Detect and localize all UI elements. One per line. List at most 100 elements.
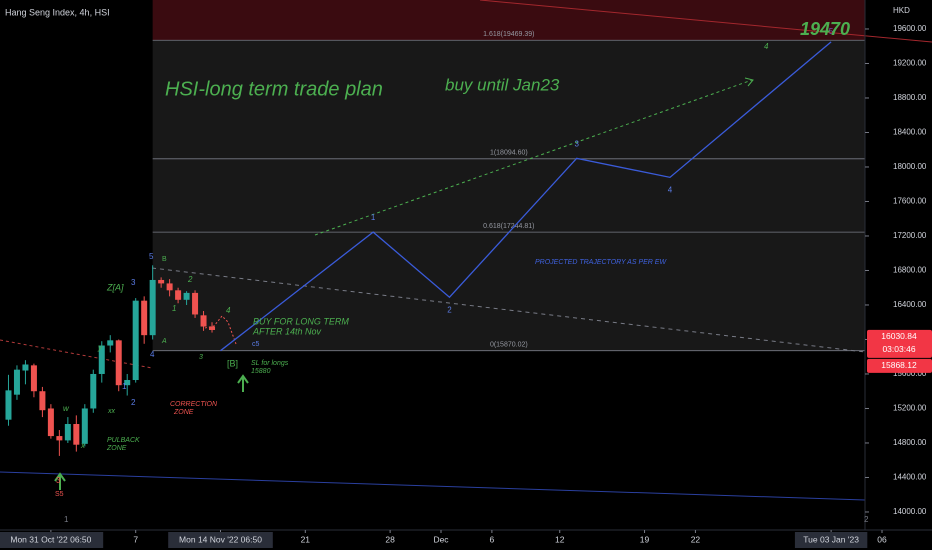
candle-body [183, 292, 190, 300]
x-tick-highlight [0, 532, 104, 548]
candle-body [124, 380, 131, 386]
annotation: buy until Jan23 [445, 75, 560, 94]
candle-body [209, 326, 216, 330]
currency-label: HKD [893, 6, 910, 15]
annotation: 1 [172, 304, 176, 313]
annotation: 4 [150, 350, 155, 359]
candle-body [149, 279, 156, 336]
annotation: 19470 [800, 19, 850, 39]
x-tick-label: 19 [640, 534, 650, 544]
y-tick-label: 18400.00 [893, 128, 927, 137]
x-tick-label: 21 [301, 534, 311, 544]
fib-zone-upper [152, 0, 866, 41]
candle-body [141, 300, 148, 336]
y-tick-label: 19200.00 [893, 59, 927, 68]
annotation: c5 [252, 341, 260, 348]
arrow-up [54, 472, 66, 490]
y-tick-label: 18000.00 [893, 162, 927, 171]
y-tick-label: 14000.00 [893, 507, 927, 516]
price-tag [867, 329, 932, 358]
forecast-arrow [744, 77, 754, 87]
candle-body [192, 292, 199, 315]
x-tick-label: 12 [555, 534, 565, 544]
wave-label: 1 [371, 213, 376, 222]
y-tick-label: 18800.00 [893, 93, 927, 102]
annotation: [B] [227, 358, 238, 368]
y-tick-label: 16800.00 [893, 266, 927, 275]
x-tick-label: Tue 03 Jan '23 [803, 534, 859, 544]
annotation: Z[A] [106, 282, 124, 292]
candle-body [56, 436, 63, 441]
x-tick-label: 7 [133, 534, 138, 544]
candle-body [166, 283, 173, 291]
y-tick-label: 17600.00 [893, 197, 927, 206]
x-tick-label: 06 [877, 534, 887, 544]
price-tag-label: 15868.12 [881, 360, 917, 370]
candle-body [30, 365, 37, 392]
annotation: ZONE [173, 409, 194, 416]
price-tag-label: 16030.84 [881, 331, 917, 341]
annotation: CORRECTION [170, 401, 218, 408]
fib-level-label: 1(18094.60) [490, 150, 528, 157]
annotation: B [162, 256, 167, 263]
annotation: 2 [187, 275, 193, 284]
y-tick-label: 17200.00 [893, 231, 927, 240]
projection-line [220, 41, 832, 352]
candle-body [107, 340, 114, 346]
candle-body [73, 424, 80, 445]
forecast-line [314, 79, 753, 236]
annotation: SL for longs [251, 360, 289, 367]
x-tick-highlight [168, 532, 273, 548]
candle-body [200, 315, 207, 327]
annotation: 5 [149, 252, 154, 261]
projection-name: PROJECTED TRAJECTORY AS PER EW [535, 259, 667, 266]
candle-body [47, 408, 54, 437]
wave-label: 4 [668, 185, 673, 194]
x-tick-label: 28 [385, 534, 395, 544]
annotation: 4 [764, 42, 769, 51]
annotation: 3 [199, 354, 203, 361]
annotation: xx [107, 408, 116, 415]
annotation: BUY FOR LONG TERM [253, 316, 349, 326]
candle-body [115, 340, 122, 386]
candle-body [81, 408, 88, 444]
annotation: y [97, 343, 103, 352]
price-tag [867, 358, 932, 373]
candle-body [13, 369, 20, 395]
wave-label: 2 [447, 305, 452, 314]
annotation: 2 [131, 398, 136, 407]
y-tick-label: 16400.00 [893, 300, 927, 309]
annotation: 3 [131, 278, 136, 287]
annotation: 1 [122, 382, 127, 391]
annotation: HSI-long term trade plan [165, 78, 383, 100]
annotation: ZONE [106, 445, 127, 452]
x-tick-label: 22 [691, 534, 701, 544]
annotation: 3 [56, 476, 61, 485]
annotation: AFTER 14th Nov [252, 326, 322, 336]
x-tick-label: 6 [490, 534, 495, 544]
candle-body [132, 300, 139, 381]
y-tick-label: 15200.00 [893, 404, 927, 413]
countdown: 03:03:46 [882, 344, 915, 354]
candle-body [22, 364, 29, 371]
fib-level-label: 0.618(17244.81) [483, 223, 534, 230]
annotation: 4 [226, 306, 231, 315]
fib-level-label: 0(15870.02) [490, 342, 528, 349]
y-tick-label: 19600.00 [893, 24, 927, 33]
candle-body [64, 424, 71, 441]
annotation: PULBACK [107, 437, 140, 444]
annotation: x [80, 441, 86, 450]
chart-title: Hang Seng Index, 4h, HSI [5, 7, 110, 17]
wave-label: 3 [574, 139, 579, 148]
y-tick-label: 15600.00 [893, 369, 927, 378]
candle-body [5, 390, 12, 420]
annotation: w [63, 404, 70, 413]
x-tick-highlight [794, 532, 868, 548]
wave-label: 5 [829, 27, 834, 36]
annotation: 1 [64, 515, 69, 524]
arrow-up [237, 374, 249, 392]
annotation: 2 [864, 515, 869, 524]
candle-body [175, 290, 182, 300]
y-tick-label: 14400.00 [893, 473, 927, 482]
